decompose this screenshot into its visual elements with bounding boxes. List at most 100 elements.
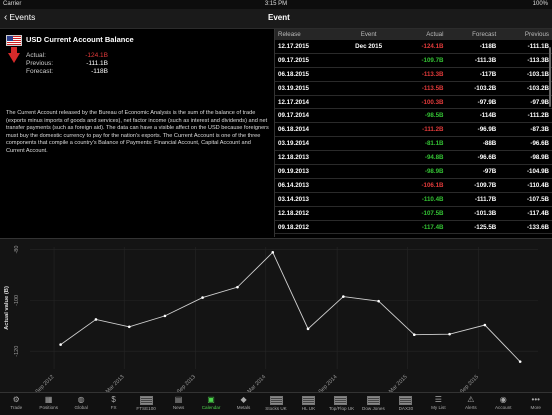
indicator-title: USD Current Account Balance [26, 35, 134, 44]
data-point [94, 318, 98, 321]
globe-icon: ◍ [77, 395, 85, 404]
forecast-cell: -97.9B [446, 95, 500, 110]
tab-label: FTSE100 [136, 406, 156, 411]
previous-cell: -111.1B [499, 40, 552, 54]
release-date: 09.18.2012 [275, 220, 340, 235]
tab-label: Trade [10, 405, 23, 410]
forecast-value: -118B [91, 68, 108, 75]
previous-cell: -104.9B [499, 164, 552, 179]
previous-cell: -110.4B [499, 178, 552, 193]
data-point [201, 296, 204, 299]
tab-stocks-uk[interactable]: Stocks UK [264, 393, 288, 415]
tab-fx[interactable]: $ FX [102, 393, 126, 415]
down-arrow-icon [11, 47, 17, 54]
tab-label: HL UK [301, 406, 316, 411]
table-row[interactable]: 12.17.2015 Dec 2015 -124.1B -118B -111.1B [275, 40, 552, 54]
tab-label: Calendar [201, 405, 221, 410]
tab-label: Top/Flop UK [328, 406, 355, 411]
us-flag-icon [366, 396, 380, 405]
tab-alerts[interactable]: ⚠ Alerts [459, 393, 483, 415]
tab-positions[interactable]: ▦ Positions [37, 393, 61, 415]
data-point [448, 332, 451, 336]
tab-label: DAX30 [398, 406, 414, 411]
tab-metals[interactable]: ◆ Metals [232, 393, 256, 415]
event-period [339, 81, 398, 96]
x-tick-label: Sep 2013 [176, 374, 197, 392]
forecast-cell: -114B [446, 108, 500, 124]
tab-dow-jones[interactable]: Dow Jones [361, 393, 385, 415]
actual-cell: -113.5B [397, 81, 447, 96]
back-button[interactable]: ‹ Events [4, 12, 35, 23]
event-period [339, 164, 398, 179]
data-point [163, 314, 167, 318]
account-icon: ◉ [499, 395, 507, 404]
actual-cell: -113.3B [397, 67, 447, 82]
table-row[interactable]: 03.19.2015 -113.5B -103.2B -103.2B [275, 81, 552, 96]
chevron-left-icon: ‹ [4, 12, 8, 23]
event-period [339, 192, 398, 207]
tab-more[interactable]: ••• More [524, 393, 548, 415]
forecast-cell: -125.5B [446, 220, 500, 235]
event-period [339, 206, 398, 221]
tab-label: Account [494, 405, 512, 410]
actual-cell: -98.5B [397, 108, 447, 124]
fx-icon: $ [111, 395, 116, 404]
table-row[interactable]: 09.17.2015 -109.7B -111.3B -113.3B [275, 53, 552, 68]
previous-label: Previous: [26, 60, 54, 67]
tab-label: FX [110, 405, 117, 410]
event-period [339, 136, 398, 152]
tab-dax30[interactable]: DAX30 [394, 393, 418, 415]
uk-flag-icon [139, 396, 153, 405]
table-row[interactable]: 09.17.2014 -98.5B -114B -111.2B [275, 108, 552, 124]
status-bar: Carrier 3:15 PM 100% [0, 0, 552, 9]
x-tick-label: Sep 2015 [459, 374, 480, 392]
table-row[interactable]: 09.18.2012 -117.4B -125.5B -133.6B [275, 220, 552, 235]
indicator-description: The Current Account released by the Bure… [6, 110, 269, 154]
previous-cell: -97.9B [499, 95, 552, 110]
table-row[interactable]: 12.18.2013 -94.8B -96.6B -98.9B [275, 150, 552, 166]
previous-cell: -113.3B [499, 53, 552, 68]
previous-cell: -87.3B [499, 122, 552, 138]
y-tick-label: -80 [14, 246, 20, 254]
tab-ftse100[interactable]: FTSE100 [134, 393, 158, 415]
table-scrollbar[interactable] [549, 47, 551, 107]
tab-trade[interactable]: ⚙ Trade [4, 393, 28, 415]
battery-label: 100% [532, 1, 548, 7]
actual-cell: -106.1B [397, 178, 447, 193]
release-date: 06.14.2013 [275, 178, 340, 193]
forecast-cell: -117B [446, 67, 500, 82]
release-date: 12.18.2013 [275, 150, 340, 166]
data-point [59, 343, 62, 346]
release-date: 12.17.2014 [275, 95, 340, 110]
tab-top-flop-uk[interactable]: Top/Flop UK [328, 393, 355, 415]
table-row[interactable]: 03.19.2014 -81.1B -88B -96.6B [275, 136, 552, 152]
table-row[interactable]: 06.14.2013 -106.1B -109.7B -110.4B [275, 178, 552, 193]
data-point [342, 295, 345, 298]
release-date: 03.14.2013 [275, 192, 340, 207]
tab-news[interactable]: ▤ News [167, 393, 191, 415]
tab-calendar[interactable]: ▣ Calendar [199, 393, 223, 415]
release-date: 03.19.2014 [275, 136, 340, 152]
forecast-cell: -111.3B [446, 53, 500, 68]
actual-value: -124.1B [85, 52, 108, 59]
event-period [339, 67, 398, 82]
table-row[interactable]: 06.18.2015 -113.3B -117B -103.1B [275, 67, 552, 82]
tab-label: Positions [39, 405, 59, 410]
history-table-panel[interactable]: Release Event Actual Forecast Previous 1… [275, 29, 552, 237]
tab-hl-uk[interactable]: HL UK [296, 393, 320, 415]
tab-label: Global [74, 405, 88, 410]
tab-account[interactable]: ◉ Account [491, 393, 515, 415]
actual-cell: -111.2B [397, 122, 447, 138]
release-date: 12.17.2015 [275, 40, 340, 54]
table-row[interactable]: 09.19.2013 -98.9B -97B -104.9B [275, 164, 552, 179]
tab-label: Metals [236, 405, 251, 410]
tab-my-list[interactable]: ☰ My List [426, 393, 450, 415]
table-row[interactable]: 12.18.2012 -107.5B -101.3B -117.4B [275, 206, 552, 221]
event-period [339, 178, 398, 193]
uk-flag-icon [269, 396, 283, 405]
table-row[interactable]: 03.14.2013 -110.4B -111.7B -107.5B [275, 192, 552, 207]
x-tick-label: Mar 2015 [388, 374, 409, 392]
table-row[interactable]: 06.18.2014 -111.2B -96.9B -87.3B [275, 122, 552, 138]
table-row[interactable]: 12.17.2014 -100.3B -97.9B -97.9B [275, 95, 552, 110]
tab-global[interactable]: ◍ Global [69, 393, 93, 415]
